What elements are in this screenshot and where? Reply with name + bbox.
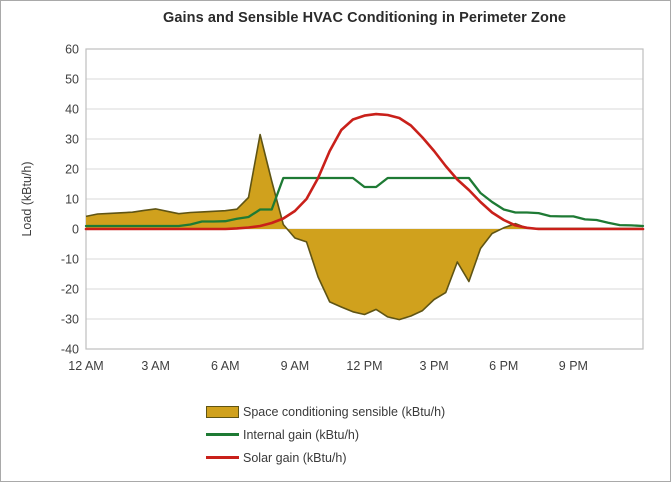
y-tick-label: -20 (61, 283, 79, 297)
x-tick-label: 3 PM (420, 359, 449, 373)
y-tick-label: 50 (65, 73, 79, 87)
legend-label: Internal gain (kBtu/h) (243, 427, 360, 442)
plot-area-border (85, 48, 644, 350)
y-tick-label: 30 (65, 133, 79, 147)
legend-item-1: Internal gain (kBtu/h) (206, 423, 445, 446)
chart-title: Gains and Sensible HVAC Conditioning in … (162, 10, 567, 26)
y-axis-title: Load (kBtu/h) (20, 161, 34, 236)
legend-label: Solar gain (kBtu/h) (243, 450, 347, 465)
y-tick-label: 60 (65, 43, 79, 57)
chart-legend: Space conditioning sensible (kBtu/h) Inte… (206, 400, 445, 469)
legend-item-0: Space conditioning sensible (kBtu/h) (206, 400, 445, 423)
y-tick-label: -30 (61, 313, 79, 327)
y-tick-label: -40 (61, 343, 79, 357)
y-tick-label: 40 (65, 103, 79, 117)
legend-swatch-line-icon (206, 433, 239, 436)
series-line-2 (84, 112, 645, 231)
y-tick-label: 10 (65, 193, 79, 207)
y-tick-label: -10 (61, 253, 79, 267)
legend-item-2: Solar gain (kBtu/h) (206, 446, 445, 469)
y-tick-label: 20 (65, 163, 79, 177)
x-tick-label: 12 PM (346, 359, 382, 373)
x-tick-label: 9 PM (559, 359, 588, 373)
x-tick-label: 3 AM (141, 359, 170, 373)
series-line-1 (84, 176, 645, 228)
x-tick-label: 6 PM (489, 359, 518, 373)
legend-label: Space conditioning sensible (kBtu/h) (243, 404, 446, 419)
series-area-0 (86, 134, 643, 320)
x-tick-label: 6 AM (211, 359, 240, 373)
x-tick-label: 9 AM (281, 359, 310, 373)
legend-swatch-line-icon (206, 456, 239, 459)
x-tick-label: 12 AM (68, 359, 103, 373)
y-tick-label: 0 (72, 223, 79, 237)
legend-swatch-area-icon (206, 405, 239, 418)
